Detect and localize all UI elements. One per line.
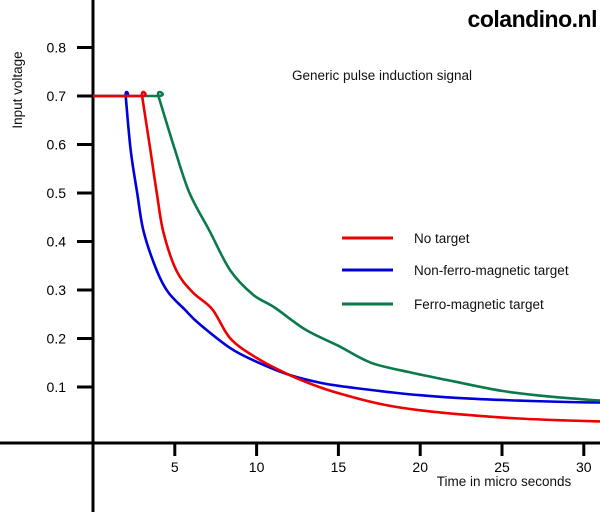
- y-tick-label: 0.7: [47, 88, 67, 104]
- legend-label-3: Ferro-magnetic target: [414, 297, 544, 312]
- x-tick-label: 20: [412, 459, 428, 475]
- legend-group: No target Non-ferro-magnetic target Ferro-…: [342, 231, 569, 312]
- y-tick-label: 0.5: [47, 185, 67, 201]
- curve-no-target: [92, 90, 600, 423]
- y-tick-label: 0.1: [47, 379, 67, 395]
- curve-non-ferro-magnetic-target: [92, 90, 600, 404]
- curve-ferro-magnetic-target: [92, 90, 600, 402]
- chart-title: Generic pulse induction signal: [292, 68, 472, 83]
- legend-label-1: No target: [414, 231, 470, 246]
- x-tick-label: 15: [331, 459, 347, 475]
- y-tick-label: 0.8: [47, 40, 67, 56]
- y-tick-label: 0.3: [47, 282, 67, 298]
- legend-label-2: Non-ferro-magnetic target: [414, 263, 569, 278]
- x-tick-label: 30: [576, 459, 592, 475]
- y-axis-label: Input voltage: [10, 51, 25, 128]
- y-tick-label: 0.4: [47, 234, 67, 250]
- y-tick-label: 0.6: [47, 137, 67, 153]
- y-tick-label: 0.2: [47, 331, 67, 347]
- curves-group: [92, 90, 600, 423]
- x-axis-label: Time in micro seconds: [437, 474, 572, 489]
- x-tick-label: 5: [171, 459, 179, 475]
- x-tick-label: 10: [249, 459, 265, 475]
- site-logo: colandino.nl: [468, 6, 597, 32]
- x-tick-label: 25: [494, 459, 510, 475]
